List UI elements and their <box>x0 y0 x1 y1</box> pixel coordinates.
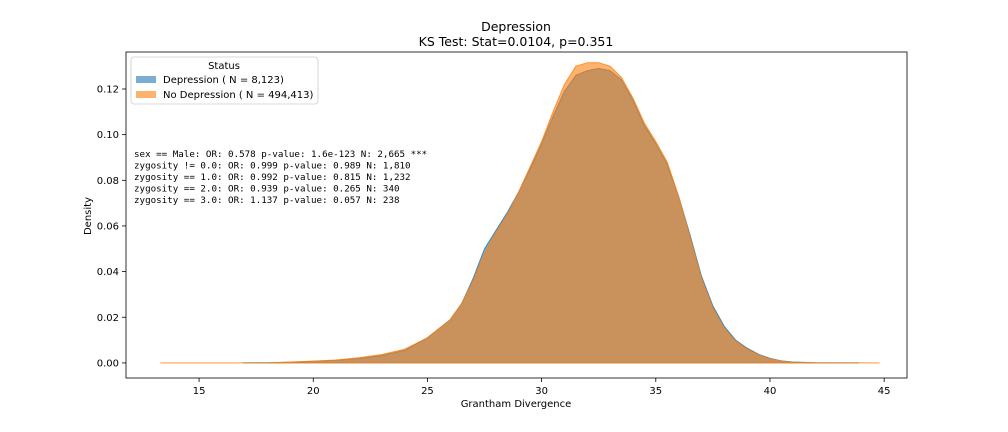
density-area-no-depression <box>160 62 880 364</box>
y-axis-label: Density <box>83 197 94 235</box>
legend: Status Depression ( N = 8,123) No Depres… <box>130 56 319 105</box>
x-tick-label: 45 <box>878 386 891 397</box>
y-tick-label: 0.06 <box>97 221 119 232</box>
y-tick-label: 0.02 <box>97 313 119 324</box>
x-tick-label: 25 <box>421 386 434 397</box>
chart-subtitle: KS Test: Stat=0.0104, p=0.351 <box>419 34 614 49</box>
stats-annotations: sex == Male: OR: 0.578 p-value: 1.6e-123… <box>134 149 427 206</box>
legend-box <box>130 56 319 105</box>
y-tick-label: 0.08 <box>97 176 119 187</box>
plot-frame <box>125 51 908 379</box>
stats-annotation-line: zygosity != 0.0: OR: 0.999 p-value: 0.98… <box>134 161 411 172</box>
y-tick-label: 0.12 <box>97 84 119 95</box>
x-axis-label: Grantham Divergence <box>461 399 572 410</box>
chart-title: Depression <box>481 19 551 34</box>
y-tick-label: 0.00 <box>97 358 119 369</box>
y-axis: 0.00 0.02 0.04 0.06 0.08 0.10 0.12 <box>97 84 126 369</box>
stats-annotation-line: zygosity == 3.0: OR: 1.137 p-value: 0.05… <box>134 195 400 206</box>
legend-label-no-depression: No Depression ( N = 494,413) <box>163 90 314 101</box>
x-tick-label: 35 <box>649 386 662 397</box>
x-tick-label: 30 <box>535 386 548 397</box>
x-tick-label: 20 <box>307 386 320 397</box>
x-axis: 15 20 25 30 35 40 45 <box>193 378 891 397</box>
y-tick-label: 0.04 <box>97 267 119 278</box>
stats-annotation-line: zygosity == 2.0: OR: 0.939 p-value: 0.26… <box>134 184 400 195</box>
stats-annotation-line: sex == Male: OR: 0.578 p-value: 1.6e-123… <box>134 149 427 160</box>
legend-swatch-depression <box>136 76 156 83</box>
y-tick-label: 0.10 <box>97 130 119 141</box>
legend-swatch-no-depression <box>136 91 156 98</box>
legend-title: Status <box>208 61 240 72</box>
series-layer <box>160 62 880 364</box>
x-tick-label: 15 <box>193 386 206 397</box>
legend-label-depression: Depression ( N = 8,123) <box>163 75 284 86</box>
x-tick-label: 40 <box>764 386 777 397</box>
stats-annotation-line: zygosity == 1.0: OR: 0.992 p-value: 0.81… <box>134 172 411 183</box>
